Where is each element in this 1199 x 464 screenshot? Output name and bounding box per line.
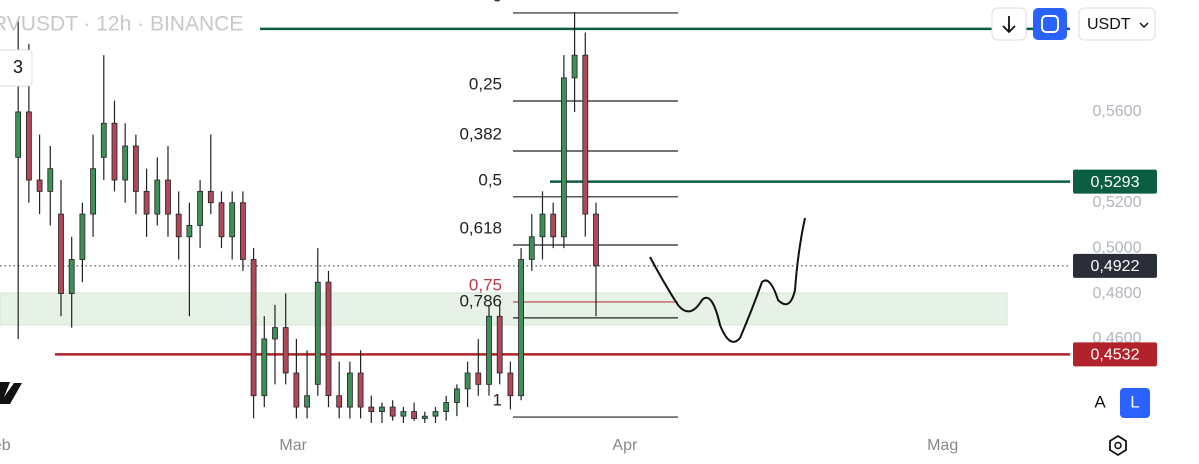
candle-body xyxy=(154,179,161,215)
y-tick-label: 0,4800 xyxy=(1093,285,1142,302)
candle-body xyxy=(218,202,225,238)
candle-body xyxy=(346,372,353,408)
candle-body xyxy=(293,372,300,408)
currency-button[interactable] xyxy=(1078,7,1156,41)
candle-body xyxy=(36,179,43,192)
candle-body xyxy=(539,213,546,238)
candle-body xyxy=(486,315,492,385)
candle-body xyxy=(368,406,375,413)
price-tag xyxy=(1073,342,1157,367)
sync-button[interactable] xyxy=(1033,8,1067,40)
candle-body xyxy=(421,415,428,419)
candle-body xyxy=(25,111,32,181)
y-tick-label: 0,5000 xyxy=(1093,239,1142,256)
settings-icon[interactable] xyxy=(1109,434,1127,457)
sketch xyxy=(649,217,806,343)
scale-a: A xyxy=(1094,392,1106,411)
candle-body xyxy=(475,372,482,385)
candle-body xyxy=(325,281,332,397)
candle-body xyxy=(304,395,310,408)
candle-body xyxy=(507,372,514,397)
candle-body xyxy=(453,388,460,403)
badge[interactable] xyxy=(0,49,33,87)
candle-body xyxy=(443,402,450,413)
candle-body xyxy=(336,395,343,408)
zone xyxy=(0,292,1008,326)
scale-l-button[interactable] xyxy=(1120,388,1150,418)
candle-body xyxy=(411,411,417,419)
x-tick-label: Mag xyxy=(927,437,958,454)
candle-body xyxy=(528,236,535,260)
candle-body xyxy=(272,327,278,340)
candle-body xyxy=(582,54,589,215)
candle-body xyxy=(464,372,471,390)
candle-body xyxy=(90,168,96,215)
candle-body xyxy=(79,213,86,260)
candle-body xyxy=(68,259,75,294)
badge-text: 3 xyxy=(13,57,23,77)
candle-body xyxy=(518,259,524,397)
candle-body xyxy=(239,202,246,260)
currency: USDT xyxy=(1087,16,1131,33)
symbol-title: RVUSDT · 12h · BINANCE xyxy=(0,13,243,36)
candle-body xyxy=(560,77,567,238)
price-tag-label: 0,5293 xyxy=(1091,174,1140,191)
price-tag-label: 0,4532 xyxy=(1091,347,1140,364)
y-tick-label: 0,5600 xyxy=(1093,103,1142,120)
price-tag-label: 0,4922 xyxy=(1091,258,1140,275)
candle-body xyxy=(250,259,257,397)
candle-body xyxy=(379,406,385,413)
chevron xyxy=(1139,22,1149,29)
fib-label: 0,25 xyxy=(469,75,502,94)
price-tag xyxy=(1073,253,1157,278)
candle-body xyxy=(143,190,150,215)
candle-body xyxy=(432,411,439,417)
scale-l: L xyxy=(1130,392,1139,411)
candle-body xyxy=(550,213,557,238)
candle-body xyxy=(47,168,54,192)
price-tag xyxy=(1073,169,1157,194)
candle-body xyxy=(389,406,396,417)
candle-body xyxy=(282,327,289,374)
candle-body xyxy=(400,411,407,417)
candle-body xyxy=(186,225,193,238)
fib-label: 0 xyxy=(493,0,502,5)
candle-body xyxy=(261,338,268,397)
x-tick-label: Feb xyxy=(0,437,11,454)
fib-label: 0,75 xyxy=(469,275,502,294)
fib-label: 0,786 xyxy=(459,291,502,310)
candle-body xyxy=(165,179,171,215)
fib-label: 0,382 xyxy=(459,124,502,143)
candle-body xyxy=(197,190,203,226)
x-tick-label: Mar xyxy=(279,437,307,454)
candle-body xyxy=(100,122,107,158)
candle-body xyxy=(58,213,64,294)
settings-dot xyxy=(1114,441,1122,450)
candle-body xyxy=(314,281,321,385)
candle-body xyxy=(111,122,118,181)
candle-body xyxy=(132,145,139,192)
sync-icon xyxy=(1041,15,1059,33)
candle-body xyxy=(496,315,503,374)
candle-body xyxy=(593,213,599,267)
fib-label: 1 xyxy=(493,391,502,410)
down-icon xyxy=(1002,16,1016,34)
fib-label: 0,618 xyxy=(459,218,502,237)
candle-body xyxy=(122,145,129,181)
candle-body xyxy=(15,111,22,158)
candle-body xyxy=(207,190,214,204)
fib-label: 0,5 xyxy=(478,170,502,189)
candle-body xyxy=(229,202,236,238)
logo xyxy=(0,382,22,404)
candle-body xyxy=(571,54,578,79)
x-tick-label: Apr xyxy=(612,437,638,454)
scale-a-button[interactable] xyxy=(1086,388,1114,418)
y-tick-label: 0,5200 xyxy=(1093,194,1142,211)
candle-body xyxy=(175,213,182,238)
candle-body xyxy=(357,372,364,408)
